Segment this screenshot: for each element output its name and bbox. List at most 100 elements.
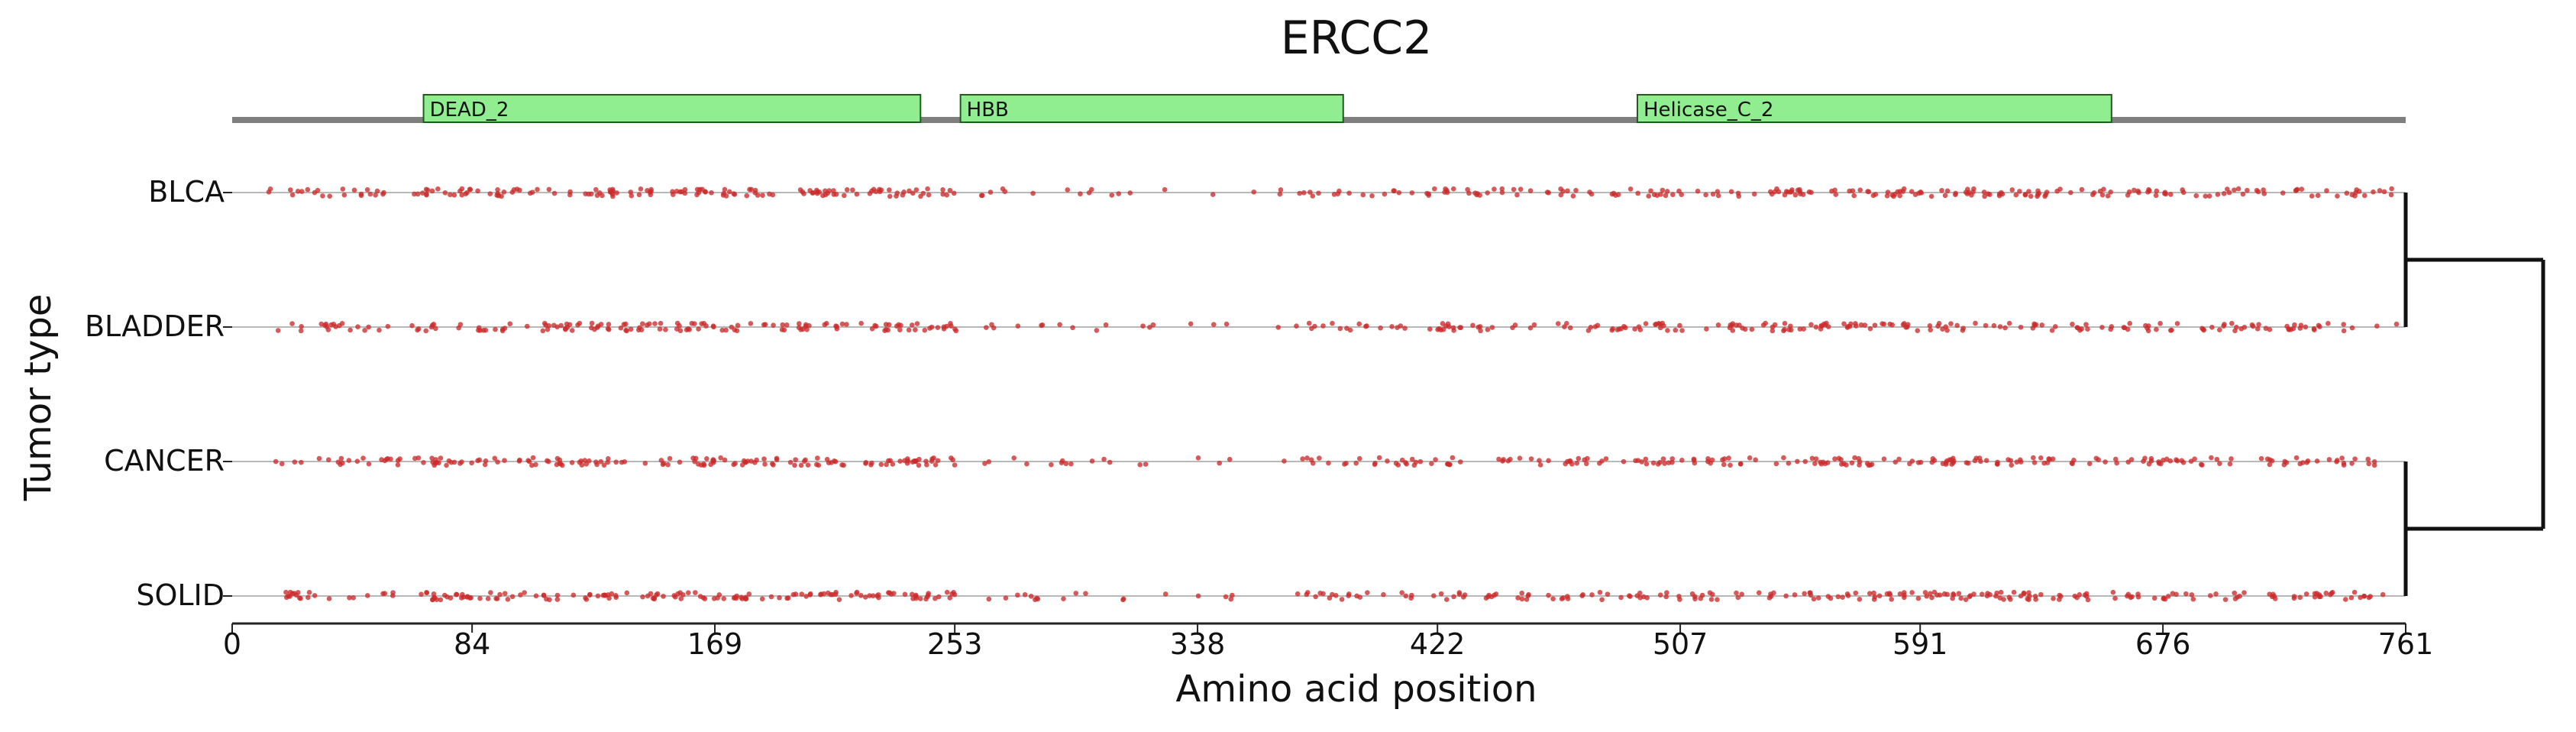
mutation-point bbox=[477, 457, 483, 463]
mutation-point bbox=[429, 188, 435, 194]
mutation-point bbox=[1451, 186, 1456, 192]
mutation-point bbox=[947, 595, 953, 601]
mutation-point bbox=[1876, 593, 1883, 599]
mutation-point bbox=[1277, 191, 1283, 197]
mutation-point bbox=[1627, 186, 1634, 192]
mutation-point bbox=[949, 591, 955, 597]
mutation-point bbox=[619, 459, 625, 465]
mutation-point bbox=[831, 188, 836, 193]
mutation-point bbox=[373, 192, 378, 198]
mutation-point bbox=[1517, 455, 1523, 462]
mutation-point bbox=[636, 192, 642, 198]
x-axis-tick-label: 422 bbox=[1410, 627, 1466, 661]
mutation-point bbox=[1738, 461, 1744, 467]
mutation-point bbox=[689, 320, 695, 326]
mutation-point bbox=[1356, 321, 1362, 327]
mutation-point bbox=[1660, 456, 1666, 462]
mutation-point bbox=[748, 186, 755, 193]
mutation-point bbox=[1309, 326, 1314, 332]
mutation-point bbox=[554, 324, 560, 330]
mutation-point bbox=[761, 456, 767, 462]
mutation-point bbox=[485, 596, 491, 601]
mutation-point bbox=[1708, 597, 1715, 602]
mutation-point bbox=[648, 192, 654, 198]
mutation-point bbox=[502, 458, 507, 463]
mutation-point bbox=[1942, 193, 1948, 199]
mutation-point bbox=[1677, 597, 1682, 602]
mutation-point bbox=[448, 595, 454, 601]
mutation-point bbox=[1413, 459, 1419, 465]
mutation-point bbox=[1915, 328, 1921, 333]
mutation-point bbox=[878, 462, 884, 468]
mutation-point bbox=[982, 461, 987, 466]
mutation-point bbox=[698, 462, 704, 468]
mutation-point bbox=[412, 455, 418, 462]
mutation-point bbox=[540, 328, 546, 334]
mutation-point bbox=[1537, 462, 1543, 468]
mutation-point bbox=[1964, 191, 1970, 196]
mutation-point bbox=[451, 459, 457, 465]
mutation-point bbox=[2097, 188, 2103, 194]
mutation-point bbox=[1078, 191, 1083, 197]
mutation-point bbox=[2377, 188, 2383, 193]
mutation-point bbox=[658, 320, 664, 326]
mutation-point bbox=[1381, 591, 1386, 598]
mutation-point bbox=[1635, 190, 1640, 196]
mutation-point bbox=[2261, 191, 2267, 196]
mutation-point bbox=[341, 192, 347, 198]
mutation-point bbox=[1558, 186, 1563, 192]
mutation-point bbox=[388, 456, 393, 462]
mutation-point bbox=[1326, 460, 1331, 466]
mutation-point bbox=[446, 458, 452, 464]
mutation-point bbox=[854, 589, 860, 595]
mutation-point bbox=[2388, 192, 2394, 198]
mutation-point bbox=[810, 190, 816, 196]
mutation-point bbox=[722, 457, 728, 463]
mutation-point bbox=[815, 455, 820, 461]
mutation-point bbox=[2352, 456, 2358, 462]
mutation-point bbox=[1991, 322, 1997, 329]
mutation-point bbox=[2162, 191, 2167, 196]
mutation-point bbox=[2229, 456, 2234, 462]
mutation-point bbox=[1278, 187, 1284, 193]
mutation-point bbox=[1715, 189, 1721, 195]
mutation-point bbox=[693, 455, 699, 462]
mutation-point bbox=[1451, 594, 1456, 600]
mutation-point bbox=[1369, 193, 1375, 199]
mutation-point bbox=[1070, 325, 1075, 331]
mutation-point bbox=[1409, 592, 1414, 598]
mutation-point bbox=[1960, 328, 1966, 333]
mutation-point bbox=[1676, 188, 1682, 194]
mutation-point bbox=[2290, 326, 2296, 332]
mutation-point bbox=[2304, 459, 2309, 465]
mutation-point bbox=[2393, 321, 2400, 327]
mutation-point bbox=[986, 596, 992, 602]
mutation-point bbox=[989, 322, 994, 328]
mutation-point bbox=[2326, 457, 2332, 462]
mutation-point bbox=[1985, 591, 1990, 596]
mutation-point bbox=[675, 591, 680, 597]
mutation-point bbox=[1310, 460, 1316, 466]
mutation-point bbox=[1623, 325, 1628, 331]
mutation-point bbox=[1670, 192, 1676, 198]
mutation-point bbox=[1195, 593, 1201, 599]
mutation-point bbox=[699, 321, 704, 326]
mutation-point bbox=[841, 193, 847, 199]
mutation-point bbox=[671, 593, 677, 598]
mutation-point bbox=[379, 457, 384, 462]
mutation-point bbox=[1389, 324, 1395, 329]
mutation-point bbox=[1851, 193, 1857, 199]
mutation-point bbox=[1574, 460, 1580, 466]
mutation-point bbox=[944, 589, 950, 595]
mutation-point bbox=[913, 458, 919, 464]
mutation-point bbox=[906, 327, 912, 333]
mutation-point bbox=[1573, 187, 1579, 193]
mutation-point bbox=[1519, 596, 1525, 602]
mutation-point bbox=[2326, 321, 2331, 326]
mutation-point bbox=[674, 320, 680, 326]
mutation-point bbox=[1474, 192, 1480, 198]
mutation-point bbox=[288, 187, 293, 193]
mutation-point bbox=[640, 321, 645, 326]
mutation-point bbox=[642, 460, 648, 466]
mutation-point bbox=[1443, 597, 1450, 602]
